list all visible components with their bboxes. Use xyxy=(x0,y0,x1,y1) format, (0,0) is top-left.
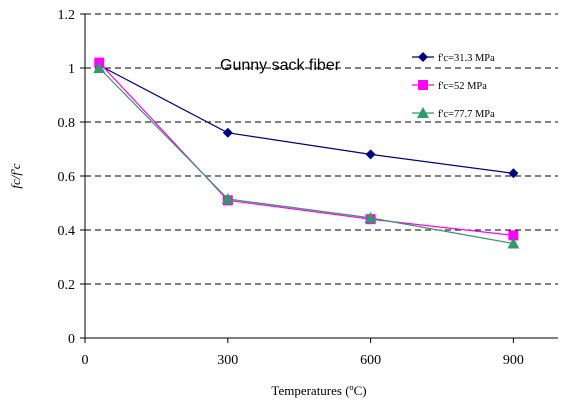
x-tick-label: 600 xyxy=(360,353,381,368)
series-3 xyxy=(93,62,520,249)
data-point xyxy=(365,149,376,160)
legend-marker xyxy=(418,80,428,90)
chart-title: Gunny sack fiber xyxy=(220,57,341,74)
legend-label: f'c=77.7 MPa xyxy=(438,109,495,120)
series-line xyxy=(98,62,514,236)
data-point xyxy=(508,168,519,179)
y-tick-label: 0.8 xyxy=(58,116,76,131)
axes xyxy=(80,13,558,343)
series-group xyxy=(93,57,520,249)
y-axis-title: fc/f'c xyxy=(8,163,23,188)
legend-item-2: f'c=52 MPa xyxy=(412,80,487,92)
legend-marker xyxy=(417,107,429,118)
y-tick-label: 0 xyxy=(68,332,75,347)
y-tick-label: 0.2 xyxy=(58,278,76,293)
legend-label: f'c=31.3 MPa xyxy=(438,53,495,64)
legend-item-1: f'c=31.3 MPa xyxy=(412,52,495,64)
data-point xyxy=(222,127,233,138)
data-point xyxy=(93,62,106,73)
y-tick-label: 1 xyxy=(68,62,75,77)
y-tick-label: 0.6 xyxy=(58,170,76,185)
data-point xyxy=(508,230,519,241)
gridlines xyxy=(85,13,558,285)
legend-item-3: f'c=77.7 MPa xyxy=(412,107,495,120)
x-tick-labels: 0 300 600 900 xyxy=(82,353,524,368)
x-axis-title: Temperatures (ºC) xyxy=(271,383,366,398)
y-tick-labels: 0 0.2 0.4 0.6 0.8 1 1.2 xyxy=(58,8,76,347)
data-point xyxy=(507,237,520,249)
data-point xyxy=(364,211,377,223)
data-point xyxy=(221,192,234,204)
series-line xyxy=(98,67,514,245)
legend: f'c=31.3 MPa f'c=52 MPa f'c=77.7 MPa xyxy=(412,52,495,120)
legend-marker xyxy=(418,52,428,62)
x-tick-label: 300 xyxy=(217,353,238,368)
x-tick-label: 900 xyxy=(503,353,524,368)
x-tick-label: 0 xyxy=(82,353,89,368)
y-tick-label: 1.2 xyxy=(58,8,76,23)
y-tick-label: 0.4 xyxy=(58,224,76,239)
legend-label: f'c=52 MPa xyxy=(438,81,487,92)
series-line xyxy=(99,64,514,174)
